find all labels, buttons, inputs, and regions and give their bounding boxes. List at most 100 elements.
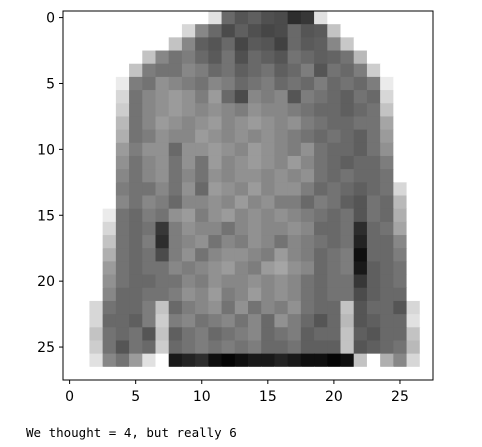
pixel-cell bbox=[393, 235, 408, 249]
pixel-cell bbox=[380, 327, 394, 342]
pixel-cell bbox=[406, 248, 421, 262]
pixel-cell bbox=[115, 116, 130, 131]
pixel-cell bbox=[274, 208, 289, 223]
pixel-cell bbox=[287, 340, 302, 355]
pixel-cell bbox=[287, 103, 302, 118]
pixel-cell bbox=[208, 142, 223, 157]
pixel-cell bbox=[419, 63, 434, 78]
pixel-cell bbox=[366, 208, 381, 223]
pixel-cell bbox=[380, 129, 394, 144]
pixel-cell bbox=[115, 195, 130, 210]
pixel-cell bbox=[248, 287, 262, 302]
pixel-cell bbox=[168, 353, 183, 368]
pixel-cell bbox=[76, 300, 91, 315]
pixel-cell bbox=[168, 11, 183, 25]
plot-frame bbox=[62, 10, 434, 381]
pixel-cell bbox=[261, 366, 276, 381]
pixel-cell bbox=[274, 366, 289, 381]
pixel-cell bbox=[300, 287, 315, 302]
pixel-cell bbox=[248, 24, 262, 38]
pixel-cell bbox=[234, 76, 249, 91]
pixel-cell bbox=[181, 142, 196, 157]
pixel-cell bbox=[89, 116, 104, 131]
pixel-cell bbox=[181, 155, 196, 170]
pixel-cell bbox=[380, 340, 394, 355]
pixel-cell bbox=[89, 340, 104, 355]
pixel-cell bbox=[287, 300, 302, 315]
pixel-cell bbox=[115, 353, 130, 368]
pixel-cell bbox=[406, 235, 421, 249]
pixel-cell bbox=[142, 63, 157, 78]
pixel-cell bbox=[221, 314, 236, 328]
pixel-cell bbox=[327, 353, 342, 368]
pixel-cell bbox=[142, 261, 157, 276]
pixel-cell bbox=[142, 116, 157, 131]
pixel-cell bbox=[168, 287, 183, 302]
pixel-cell bbox=[142, 24, 157, 38]
pixel-cell bbox=[208, 169, 223, 183]
pixel-cell bbox=[76, 50, 91, 65]
pixel-cell bbox=[261, 90, 276, 104]
pixel-cell bbox=[366, 103, 381, 118]
pixel-cell bbox=[155, 287, 170, 302]
pixel-cell bbox=[300, 235, 315, 249]
pixel-cell bbox=[63, 208, 77, 223]
pixel-cell bbox=[380, 155, 394, 170]
pixel-cell bbox=[419, 24, 434, 38]
pixel-cell bbox=[274, 11, 289, 25]
pixel-cell bbox=[327, 155, 342, 170]
pixel-cell bbox=[406, 366, 421, 381]
pixel-cell bbox=[168, 169, 183, 183]
pixel-cell bbox=[287, 37, 302, 52]
pixel-cell bbox=[221, 37, 236, 52]
pixel-cell bbox=[155, 90, 170, 104]
pixel-cell bbox=[274, 182, 289, 197]
pixel-cell bbox=[181, 248, 196, 262]
pixel-cell bbox=[115, 235, 130, 249]
pixel-cell bbox=[248, 11, 262, 25]
pixel-cell bbox=[261, 327, 276, 342]
pixel-cell bbox=[115, 155, 130, 170]
pixel-grid bbox=[63, 11, 434, 381]
pixel-cell bbox=[393, 182, 408, 197]
pixel-cell bbox=[380, 37, 394, 52]
pixel-cell bbox=[353, 24, 368, 38]
pixel-cell bbox=[340, 116, 355, 131]
pixel-cell bbox=[195, 366, 209, 381]
pixel-cell bbox=[419, 142, 434, 157]
pixel-cell bbox=[353, 11, 368, 25]
pixel-cell bbox=[274, 129, 289, 144]
pixel-cell bbox=[380, 63, 394, 78]
pixel-cell bbox=[181, 76, 196, 91]
pixel-cell bbox=[314, 116, 328, 131]
pixel-cell bbox=[248, 300, 262, 315]
pixel-cell bbox=[208, 366, 223, 381]
pixel-cell bbox=[76, 63, 91, 78]
pixel-cell bbox=[366, 248, 381, 262]
pixel-cell bbox=[234, 248, 249, 262]
pixel-cell bbox=[142, 195, 157, 210]
pixel-cell bbox=[195, 11, 209, 25]
pixel-cell bbox=[155, 300, 170, 315]
pixel-cell bbox=[287, 274, 302, 289]
pixel-cell bbox=[327, 314, 342, 328]
pixel-cell bbox=[366, 90, 381, 104]
pixel-cell bbox=[102, 129, 117, 144]
pixel-cell bbox=[181, 327, 196, 342]
pixel-cell bbox=[366, 50, 381, 65]
pixel-cell bbox=[102, 300, 117, 315]
pixel-cell bbox=[314, 314, 328, 328]
pixel-cell bbox=[287, 195, 302, 210]
pixel-cell bbox=[406, 195, 421, 210]
pixel-cell bbox=[89, 169, 104, 183]
pixel-cell bbox=[129, 90, 143, 104]
pixel-cell bbox=[208, 261, 223, 276]
pixel-cell bbox=[406, 274, 421, 289]
pixel-cell bbox=[406, 50, 421, 65]
pixel-cell bbox=[181, 314, 196, 328]
pixel-cell bbox=[89, 63, 104, 78]
pixel-cell bbox=[406, 63, 421, 78]
pixel-cell bbox=[406, 287, 421, 302]
pixel-cell bbox=[142, 208, 157, 223]
pixel-cell bbox=[76, 155, 91, 170]
